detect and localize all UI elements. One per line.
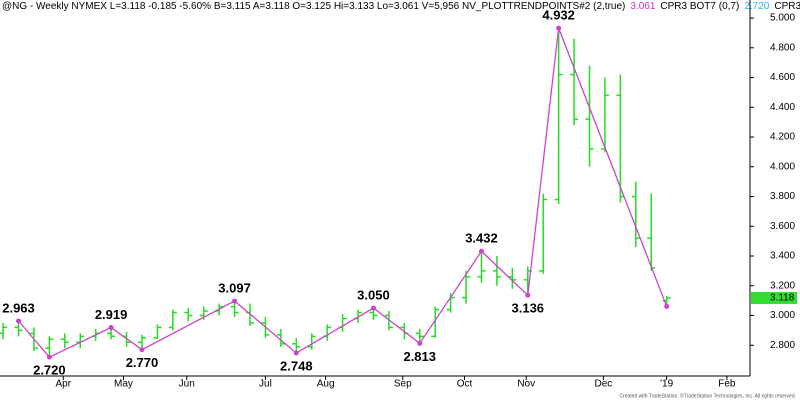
x-tick-label: Jun <box>179 379 195 390</box>
pivot-point <box>370 305 376 311</box>
pivot-point <box>556 25 562 31</box>
last-price-box <box>751 291 797 304</box>
trend-line <box>18 27 668 358</box>
x-tick-label: Feb <box>718 379 736 390</box>
pivot-point <box>478 248 484 254</box>
pivot-point <box>139 347 145 353</box>
footer: Created with TradeStation. ©TradeStation… <box>619 392 796 399</box>
x-tick-label: Sep <box>394 379 412 390</box>
y-tick-label: 4.600 <box>770 72 795 83</box>
y-tick-label: 5.000 <box>770 13 795 24</box>
pivot-label: 4.932 <box>542 8 575 23</box>
header-segment: @NG - Weekly NYMEX L=3.118 -0.185 -5.60%… <box>2 1 625 12</box>
y-tick-label: 3.000 <box>770 310 795 321</box>
y-tick-label: 2.800 <box>770 340 795 351</box>
y-tick-label: 3.200 <box>770 280 795 291</box>
y-tick-label: 4.000 <box>770 161 795 172</box>
y-tick-label: 3.600 <box>770 221 795 232</box>
x-tick-label: Dec <box>594 379 612 390</box>
header-segment: CPR3 BOT7 (0,7) <box>660 1 739 12</box>
y-tick-label: 4.800 <box>770 42 795 53</box>
x-tick-label: Apr <box>55 379 71 390</box>
pivot-point <box>16 318 22 324</box>
pivot-label: 3.136 <box>512 301 545 316</box>
x-tick-label: '19 <box>660 379 673 390</box>
pivot-point <box>46 354 52 360</box>
pivot-label: 3.097 <box>218 281 251 296</box>
x-tick-label: May <box>114 379 133 390</box>
x-tick-label: Aug <box>317 379 335 390</box>
pivot-label: 2.770 <box>126 355 159 370</box>
pivot-label: 3.050 <box>357 288 390 303</box>
header-segment: 3.061 <box>630 1 655 12</box>
pivot-label: 2.748 <box>280 358 313 373</box>
y-tick-label: 4.200 <box>770 132 795 143</box>
y-tick-label: 3.400 <box>770 251 795 262</box>
pivot-label: 2.720 <box>33 363 66 378</box>
pivot-point <box>525 292 531 298</box>
pivot-label: 3.432 <box>465 231 498 246</box>
x-tick-label: Jul <box>259 379 272 390</box>
header: @NG - Weekly NYMEX L=3.118 -0.185 -5.60%… <box>2 1 800 12</box>
pivot-label: 2.963 <box>2 300 35 315</box>
pivot-point <box>108 325 114 331</box>
pivot-label: 2.919 <box>95 307 128 322</box>
pivot-point <box>417 340 423 346</box>
x-tick-label: Oct <box>457 379 473 390</box>
pivot-label: 2.813 <box>403 349 436 364</box>
pivot-point <box>232 298 238 304</box>
pivot-point <box>293 350 299 356</box>
last-price-label: 3.118 <box>770 293 795 304</box>
header-segment: CPR3 TOP7 (0,7) <box>774 1 800 12</box>
y-tick-label: 4.400 <box>770 102 795 113</box>
y-tick-label: 3.800 <box>770 191 795 202</box>
pivot-point <box>664 303 670 309</box>
header-segment: 2.720 <box>744 1 769 12</box>
x-tick-label: Nov <box>517 379 535 390</box>
